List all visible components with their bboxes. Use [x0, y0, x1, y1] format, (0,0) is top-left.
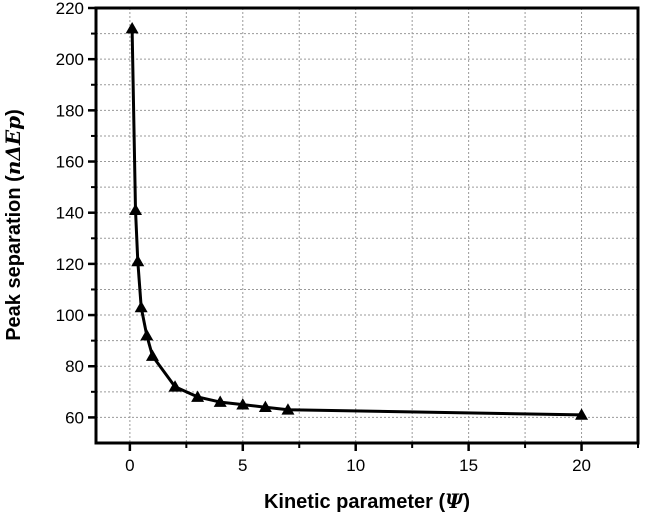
data-point-marker — [140, 329, 154, 341]
x-axis-tick-labels: 0 5 10 15 20 — [125, 456, 591, 475]
y-tick-label: 220 — [56, 0, 84, 18]
data-point-marker — [191, 390, 205, 402]
y-axis-tick-labels: 60 80 100 120 140 160 180 200 220 — [56, 0, 84, 427]
y-axis-title: Peak separation (nΔEp) — [1, 109, 25, 341]
x-tick-label: 10 — [346, 456, 365, 475]
plot-area-frame — [94, 6, 640, 445]
data-point-marker — [145, 349, 159, 361]
x-axis-title-symbol: Ψ — [445, 489, 465, 513]
y-tick-label: 180 — [56, 101, 84, 120]
x-tick-label: 5 — [238, 456, 247, 475]
y-tick-label: 60 — [65, 408, 84, 427]
data-point-marker — [575, 408, 589, 420]
x-tick-label: 15 — [459, 456, 478, 475]
y-tick-label: 80 — [65, 357, 84, 376]
y-tick-label: 100 — [56, 306, 84, 325]
x-axis-title-end: ) — [463, 491, 470, 513]
y-tick-label: 120 — [56, 255, 84, 274]
series-line — [130, 28, 582, 417]
data-series — [125, 21, 589, 420]
y-tick-label: 160 — [56, 153, 84, 172]
data-point-marker — [125, 21, 139, 34]
y-tick-label: 140 — [56, 204, 84, 223]
y-axis-title-text: Peak separation ( — [3, 175, 25, 341]
data-point-marker — [129, 203, 143, 216]
y-axis-title-symbol: nΔEp — [1, 116, 25, 175]
data-point-marker — [134, 300, 148, 313]
y-tick-label: 200 — [56, 50, 84, 69]
data-point-marker — [236, 398, 250, 410]
data-point-marker — [281, 403, 295, 415]
x-axis-title: Kinetic parameter (Ψ) — [264, 489, 470, 513]
grid-lines — [96, 7, 639, 443]
x-axis-title-text: Kinetic parameter ( — [264, 491, 446, 513]
x-tick-label: 0 — [125, 456, 134, 475]
data-point-marker — [131, 254, 145, 267]
data-point-marker — [258, 400, 272, 413]
data-point-marker — [168, 380, 182, 392]
x-tick-label: 20 — [572, 456, 591, 475]
y-axis-title-end: ) — [3, 109, 25, 116]
major-ticks — [88, 6, 583, 451]
data-point-marker — [213, 395, 227, 407]
